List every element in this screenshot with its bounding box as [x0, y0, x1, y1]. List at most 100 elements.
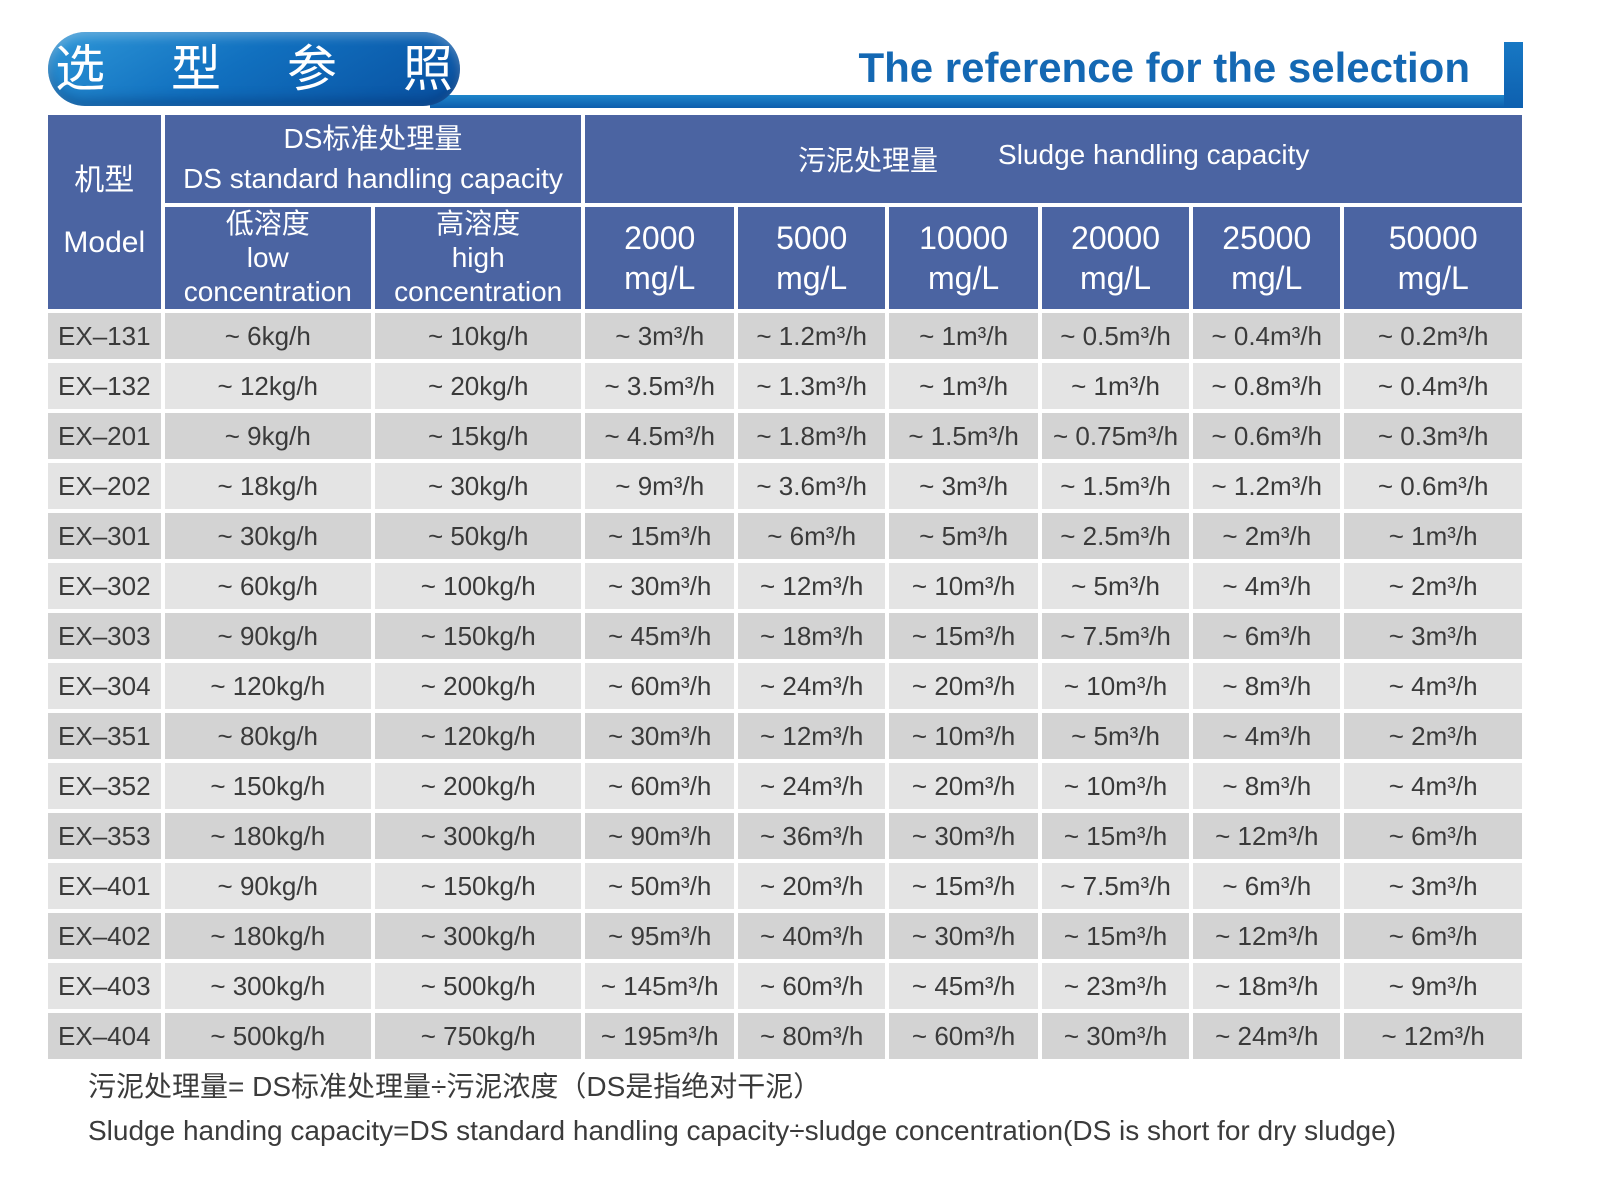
value-cell: ~ 0.6m³/h — [1344, 463, 1522, 510]
value-cell: ~ 3m³/h — [585, 313, 735, 360]
table-row: EX–304 ~ 120kg/h ~ 200kg/h ~ 60m³/h ~ 24… — [48, 663, 1522, 710]
concentration-header-25000: 25000 mg/L — [1193, 207, 1341, 310]
value-cell: ~ 1.5m³/h — [889, 413, 1038, 460]
table-row: EX–132 ~ 12kg/h ~ 20kg/h ~ 3.5m³/h ~ 1.3… — [48, 363, 1522, 410]
low-concentration-header: 低溶度 low concentration — [164, 207, 371, 310]
high-concentration-label-en2: concentration — [394, 276, 563, 308]
value-cell: ~ 1.2m³/h — [1193, 463, 1341, 510]
low-concentration-label-en2: concentration — [183, 276, 352, 308]
high-capacity-cell: ~ 100kg/h — [374, 563, 582, 610]
concentration-unit: mg/L — [1079, 260, 1152, 297]
value-cell: ~ 24m³/h — [738, 763, 886, 810]
table-row: EX–352 ~ 150kg/h ~ 200kg/h ~ 60m³/h ~ 24… — [48, 763, 1522, 810]
model-cell: EX–401 — [48, 863, 161, 910]
model-header-cn: 机型 — [74, 164, 135, 198]
value-cell: ~ 1m³/h — [889, 313, 1038, 360]
table-row: EX–404 ~ 500kg/h ~ 750kg/h ~ 195m³/h ~ 8… — [48, 1013, 1522, 1060]
table-row: EX–403 ~ 300kg/h ~ 500kg/h ~ 145m³/h ~ 6… — [48, 963, 1522, 1010]
concentration-value: 50000 — [1388, 220, 1478, 257]
value-cell: ~ 24m³/h — [1193, 1013, 1341, 1060]
header-group-row: 机型 Model DS标准处理量 DS standard handling ca… — [48, 115, 1522, 310]
value-cell: ~ 30m³/h — [585, 563, 735, 610]
ds-capacity-group-header: DS标准处理量 DS standard handling capacity — [164, 115, 582, 203]
section-title-pill: 选 型 参 照 — [48, 32, 460, 106]
footnote-line-cn: 污泥处理量= DS标准处理量÷污泥浓度（DS是指绝对干泥） — [88, 1071, 822, 1102]
value-cell: ~ 45m³/h — [585, 613, 735, 660]
concentration-header-2000: 2000 mg/L — [585, 207, 735, 310]
value-cell: ~ 0.6m³/h — [1193, 413, 1341, 460]
table-row: EX–131 ~ 6kg/h ~ 10kg/h ~ 3m³/h ~ 1.2m³/… — [48, 313, 1522, 360]
model-cell: EX–201 — [48, 413, 161, 460]
value-cell: ~ 0.75m³/h — [1041, 413, 1190, 460]
footnote-line-en: Sludge handing capacity=DS standard hand… — [88, 1114, 1397, 1146]
value-cell: ~ 12m³/h — [1193, 913, 1341, 960]
value-cell: ~ 0.8m³/h — [1193, 363, 1341, 410]
model-cell: EX–351 — [48, 713, 161, 760]
low-capacity-cell: ~ 500kg/h — [164, 1013, 371, 1060]
value-cell: ~ 10m³/h — [889, 563, 1038, 610]
concentration-header-5000: 5000 mg/L — [738, 207, 886, 310]
value-cell: ~ 1.2m³/h — [738, 313, 886, 360]
low-capacity-cell: ~ 30kg/h — [164, 513, 371, 560]
high-concentration-header: 高溶度 high concentration — [374, 207, 582, 310]
value-cell: ~ 0.2m³/h — [1344, 313, 1522, 360]
value-cell: ~ 145m³/h — [585, 963, 735, 1010]
model-cell: EX–403 — [48, 963, 161, 1010]
value-cell: ~ 12m³/h — [738, 713, 886, 760]
table-row: EX–202 ~ 18kg/h ~ 30kg/h ~ 9m³/h ~ 3.6m³… — [48, 463, 1522, 510]
value-cell: ~ 6m³/h — [1344, 913, 1522, 960]
value-cell: ~ 10m³/h — [889, 713, 1038, 760]
model-cell: EX–202 — [48, 463, 161, 510]
concentration-unit: mg/L — [928, 260, 1000, 297]
concentration-value: 20000 — [1071, 220, 1161, 257]
selection-reference-table: 机型 Model DS标准处理量 DS standard handling ca… — [44, 111, 1526, 1063]
concentration-value: 5000 — [776, 220, 848, 257]
table-row: EX–301 ~ 30kg/h ~ 50kg/h ~ 15m³/h ~ 6m³/… — [48, 513, 1522, 560]
value-cell: ~ 18m³/h — [1193, 963, 1341, 1010]
high-capacity-cell: ~ 750kg/h — [374, 1013, 582, 1060]
high-capacity-cell: ~ 15kg/h — [374, 413, 582, 460]
table-row: EX–401 ~ 90kg/h ~ 150kg/h ~ 50m³/h ~ 20m… — [48, 863, 1522, 910]
model-cell: EX–304 — [48, 663, 161, 710]
low-capacity-cell: ~ 90kg/h — [164, 863, 371, 910]
value-cell: ~ 1m³/h — [1041, 363, 1190, 410]
value-cell: ~ 4m³/h — [1344, 663, 1522, 710]
value-cell: ~ 18m³/h — [738, 613, 886, 660]
high-capacity-cell: ~ 300kg/h — [374, 913, 582, 960]
value-cell: ~ 30m³/h — [1041, 1013, 1190, 1060]
value-cell: ~ 50m³/h — [585, 863, 735, 910]
value-cell: ~ 1m³/h — [1344, 513, 1522, 560]
value-cell: ~ 12m³/h — [1193, 813, 1341, 860]
value-cell: ~ 15m³/h — [1041, 913, 1190, 960]
model-cell: EX–302 — [48, 563, 161, 610]
table-row: EX–303 ~ 90kg/h ~ 150kg/h ~ 45m³/h ~ 18m… — [48, 613, 1522, 660]
sludge-group-label-cn: 污泥处理量 — [798, 145, 939, 176]
value-cell: ~ 6m³/h — [738, 513, 886, 560]
value-cell: ~ 4m³/h — [1344, 763, 1522, 810]
ds-group-label-cn: DS标准处理量 — [283, 122, 463, 154]
high-capacity-cell: ~ 50kg/h — [374, 513, 582, 560]
low-capacity-cell: ~ 9kg/h — [164, 413, 371, 460]
table-row: EX–302 ~ 60kg/h ~ 100kg/h ~ 30m³/h ~ 12m… — [48, 563, 1522, 610]
value-cell: ~ 195m³/h — [585, 1013, 735, 1060]
concentration-header-50000: 50000 mg/L — [1344, 207, 1522, 310]
value-cell: ~ 10m³/h — [1041, 763, 1190, 810]
low-capacity-cell: ~ 18kg/h — [164, 463, 371, 510]
model-cell: EX–353 — [48, 813, 161, 860]
concentration-value: 25000 — [1222, 220, 1312, 257]
value-cell: ~ 20m³/h — [738, 863, 886, 910]
model-cell: EX–402 — [48, 913, 161, 960]
value-cell: ~ 10m³/h — [1041, 663, 1190, 710]
model-cell: EX–131 — [48, 313, 161, 360]
value-cell: ~ 60m³/h — [585, 763, 735, 810]
high-concentration-label-en1: high — [451, 242, 505, 274]
high-capacity-cell: ~ 300kg/h — [374, 813, 582, 860]
low-capacity-cell: ~ 60kg/h — [164, 563, 371, 610]
value-cell: ~ 30m³/h — [585, 713, 735, 760]
value-cell: ~ 3m³/h — [1344, 863, 1522, 910]
value-cell: ~ 6m³/h — [1193, 613, 1341, 660]
high-capacity-cell: ~ 30kg/h — [374, 463, 582, 510]
value-cell: ~ 1m³/h — [889, 363, 1038, 410]
model-cell: EX–301 — [48, 513, 161, 560]
value-cell: ~ 0.4m³/h — [1193, 313, 1341, 360]
